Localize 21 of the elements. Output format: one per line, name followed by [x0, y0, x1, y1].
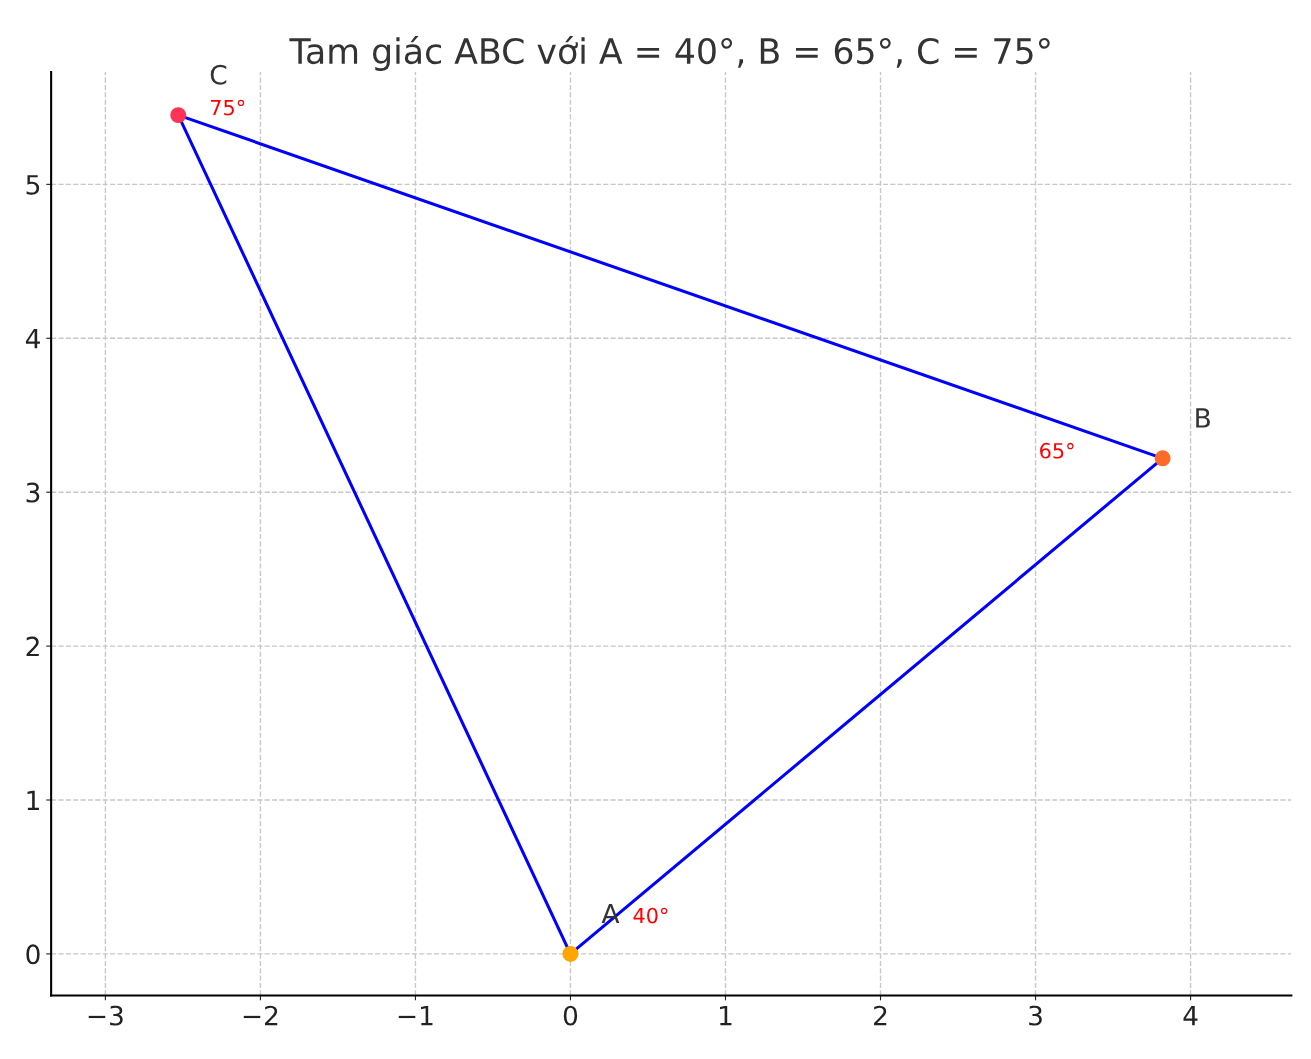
y-tick-label: 0	[26, 944, 40, 965]
y-tick-label: 3	[26, 482, 40, 503]
annotation: 40°	[633, 907, 668, 924]
annotation: C	[210, 64, 227, 85]
x-tick-label: −1	[398, 1005, 433, 1026]
x-tick-label: 2	[874, 1005, 887, 1026]
y-tick-label: 2	[26, 636, 39, 657]
annotation: B	[1196, 408, 1210, 428]
x-tick-label: 4	[1183, 1005, 1198, 1026]
x-tick-label: −3	[88, 1005, 123, 1026]
annotation: 65°	[1040, 442, 1074, 459]
chart-title: Tam giác ABC với A = 40°, B = 65°, C = 75°	[289, 35, 1050, 71]
x-tick-label: 3	[1029, 1005, 1042, 1026]
annotation: 75°	[210, 99, 245, 116]
x-tick-label: 1	[719, 1005, 732, 1026]
annotation: A	[601, 903, 620, 924]
y-tick-label: 4	[25, 329, 40, 349]
y-tick-label: 1	[27, 790, 39, 811]
x-tick-label: 0	[563, 1005, 578, 1026]
x-tick-label: −2	[243, 1005, 278, 1026]
y-tick-label: 5	[26, 175, 40, 195]
